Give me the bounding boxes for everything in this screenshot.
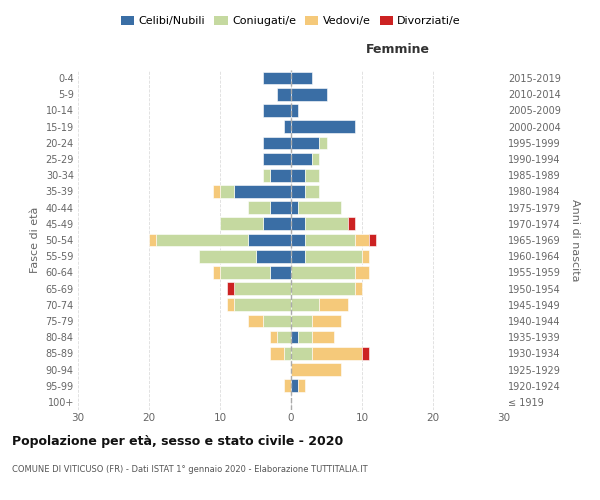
Bar	[263, 169, 270, 181]
Bar	[291, 298, 319, 311]
Bar	[305, 185, 319, 198]
Bar	[248, 314, 263, 328]
Bar	[291, 169, 305, 181]
Bar	[291, 234, 305, 246]
Bar	[263, 72, 291, 85]
Bar	[305, 169, 319, 181]
Bar	[291, 266, 355, 278]
Bar	[298, 380, 305, 392]
Bar	[291, 152, 313, 166]
Bar	[291, 136, 319, 149]
Bar	[291, 72, 313, 85]
Bar	[270, 347, 284, 360]
Bar	[220, 218, 263, 230]
Bar	[291, 218, 305, 230]
Bar	[291, 202, 298, 214]
Bar	[284, 120, 291, 133]
Bar	[355, 234, 369, 246]
Bar	[355, 282, 362, 295]
Y-axis label: Anni di nascita: Anni di nascita	[571, 198, 580, 281]
Bar	[291, 120, 355, 133]
Bar	[319, 136, 326, 149]
Bar	[263, 136, 291, 149]
Bar	[213, 185, 220, 198]
Bar	[270, 202, 291, 214]
Bar	[305, 250, 362, 262]
Bar	[355, 266, 369, 278]
Bar	[319, 298, 348, 311]
Bar	[305, 218, 348, 230]
Bar	[291, 185, 305, 198]
Bar	[298, 202, 341, 214]
Bar	[270, 169, 291, 181]
Bar	[156, 234, 248, 246]
Bar	[291, 282, 355, 295]
Bar	[348, 218, 355, 230]
Bar	[227, 282, 234, 295]
Bar	[277, 331, 291, 344]
Bar	[313, 314, 341, 328]
Bar	[263, 218, 291, 230]
Y-axis label: Fasce di età: Fasce di età	[30, 207, 40, 273]
Bar	[284, 347, 291, 360]
Bar	[277, 88, 291, 101]
Bar	[291, 347, 313, 360]
Bar	[248, 202, 270, 214]
Bar	[213, 266, 220, 278]
Text: COMUNE DI VITICUSO (FR) - Dati ISTAT 1° gennaio 2020 - Elaborazione TUTTITALIA.I: COMUNE DI VITICUSO (FR) - Dati ISTAT 1° …	[12, 465, 368, 474]
Bar	[291, 363, 341, 376]
Bar	[220, 266, 270, 278]
Legend: Celibi/Nubili, Coniugati/e, Vedovi/e, Divorziati/e: Celibi/Nubili, Coniugati/e, Vedovi/e, Di…	[116, 11, 466, 30]
Bar	[291, 88, 326, 101]
Bar	[291, 331, 298, 344]
Bar	[227, 298, 234, 311]
Bar	[313, 347, 362, 360]
Bar	[234, 298, 291, 311]
Bar	[284, 380, 291, 392]
Bar	[263, 104, 291, 117]
Text: Femmine: Femmine	[365, 44, 430, 57]
Bar	[313, 152, 319, 166]
Bar	[256, 250, 291, 262]
Bar	[234, 282, 291, 295]
Bar	[305, 234, 355, 246]
Bar	[234, 185, 291, 198]
Bar	[362, 347, 369, 360]
Bar	[220, 185, 234, 198]
Text: Popolazione per età, sesso e stato civile - 2020: Popolazione per età, sesso e stato civil…	[12, 435, 343, 448]
Bar	[270, 266, 291, 278]
Bar	[263, 152, 291, 166]
Bar	[149, 234, 156, 246]
Bar	[291, 104, 298, 117]
Bar	[298, 331, 313, 344]
Bar	[263, 314, 291, 328]
Bar	[369, 234, 376, 246]
Bar	[291, 314, 313, 328]
Bar	[313, 331, 334, 344]
Bar	[199, 250, 256, 262]
Bar	[362, 250, 369, 262]
Bar	[270, 331, 277, 344]
Bar	[248, 234, 291, 246]
Bar	[291, 380, 298, 392]
Bar	[291, 250, 305, 262]
